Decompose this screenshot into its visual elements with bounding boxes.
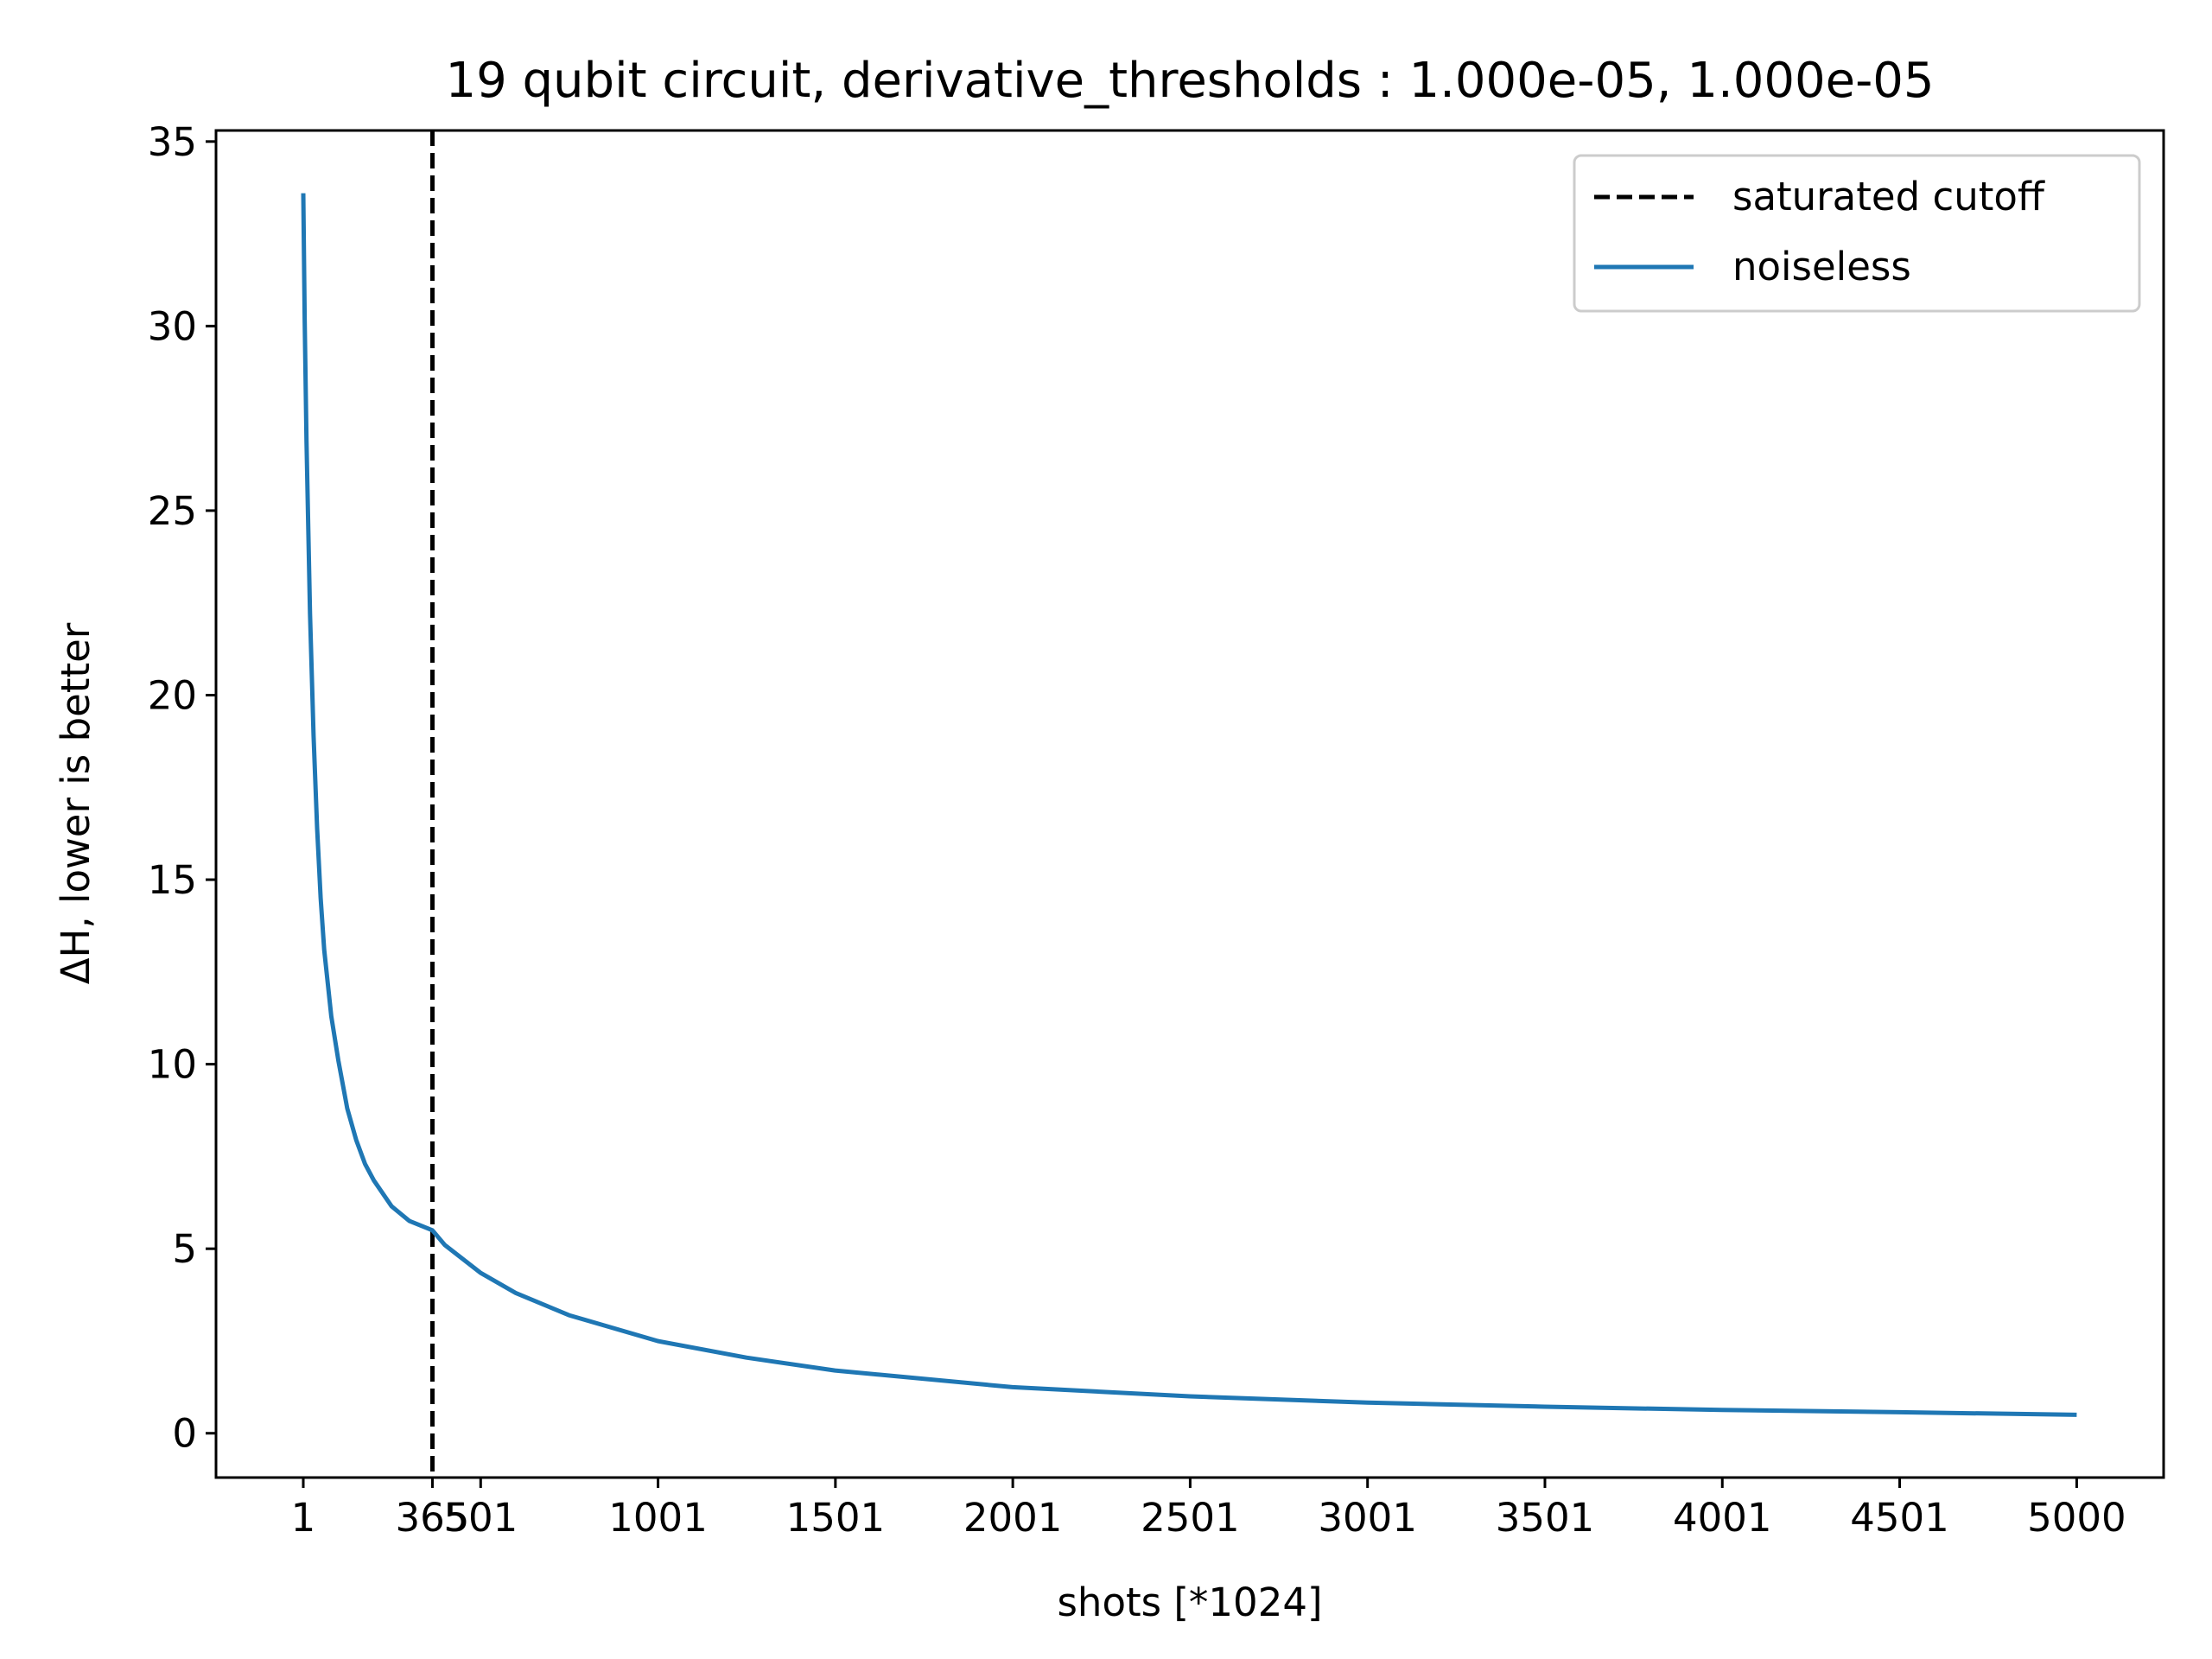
x-tick-label: 2001 [963,1495,1063,1541]
x-tick-label: 2501 [1141,1495,1240,1541]
y-tick-label: 30 [148,303,197,349]
x-tick-label: 1 [291,1495,316,1541]
axes-frame [214,129,2165,1479]
x-tick-label: 3001 [1318,1495,1417,1541]
x-axis-label: shots [*1024] [1057,1580,1322,1625]
y-tick-label: 25 [148,488,197,534]
y-tick-label: 35 [148,119,197,165]
chart-title: 19 qubit circuit, derivative_thresholds … [445,53,1934,109]
y-tick-label: 10 [148,1042,197,1088]
x-tick-label: 365 [395,1495,469,1541]
plot-area [301,130,2077,1478]
legend-label-noiseless: noiseless [1732,244,1911,289]
y-tick-label: 0 [172,1411,197,1457]
legend-label-saturated-cutoff: saturated cutoff [1732,174,2045,219]
y-tick-label: 5 [172,1226,197,1272]
x-tick-label: 4001 [1673,1495,1772,1541]
y-axis: 0 5 10 15 20 25 30 35 [148,119,216,1457]
x-tick-label: 1501 [786,1495,886,1541]
x-tick-label: 4501 [1850,1495,1949,1541]
y-tick-label: 15 [148,857,197,903]
y-axis-label: ΔH, lower is better [53,622,99,984]
y-tick-label: 20 [148,672,197,718]
legend: saturated cutoff noiseless [1573,154,2141,313]
legend-box [1573,154,2141,313]
x-tick-label: 501 [443,1495,518,1541]
series-line-noiseless [301,193,2077,1417]
x-tick-label: 3501 [1496,1495,1595,1541]
x-tick-label: 5000 [2027,1495,2126,1541]
x-tick-label: 1001 [608,1495,708,1541]
